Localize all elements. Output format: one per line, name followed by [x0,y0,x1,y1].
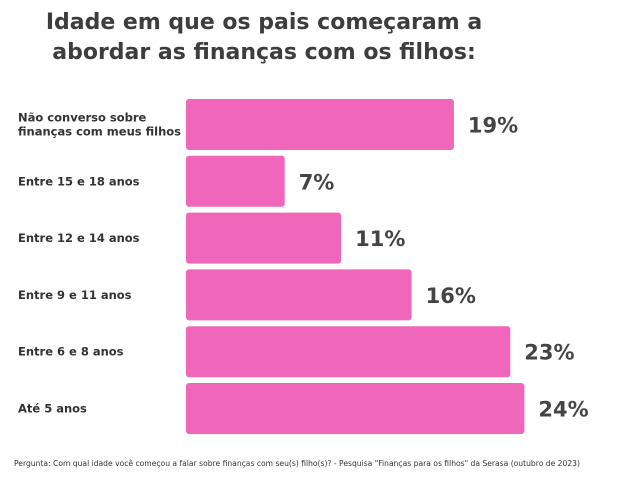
value-label-5: 24% [538,398,588,422]
bar-3 [186,269,412,321]
value-label-3: 16% [426,284,476,308]
category-label-1: Entre 15 e 18 anos [18,174,140,188]
chart-title: Idade em que os pais começaram a abordar… [0,8,528,68]
category-label-0-line-0: Não converso sobre [18,111,147,125]
footnote: Pergunta: Com qual idade você começou a … [14,459,580,468]
value-label-1: 7% [299,170,335,194]
category-label-1-line-0: Entre 15 e 18 anos [18,174,140,188]
category-label-0: Não converso sobre finanças com meus filh… [18,111,181,139]
bars-layer: Não converso sobre finanças com meus filh… [18,99,589,434]
bar-0 [186,99,454,150]
value-label-4: 23% [524,341,574,365]
category-label-2: Entre 12 e 14 anos [18,231,140,245]
value-label-0: 19% [468,114,518,138]
bar-5 [186,383,525,434]
category-label-4: Entre 6 e 8 anos [18,345,124,359]
category-label-5-line-0: Até 5 anos [18,402,87,416]
bar-2 [186,212,342,264]
bar-4 [186,326,511,378]
value-label-2: 11% [355,227,405,251]
category-label-2-line-0: Entre 12 e 14 anos [18,231,140,245]
category-label-4-line-0: Entre 6 e 8 anos [18,345,124,359]
category-label-3: Entre 9 e 11 anos [18,288,132,302]
chart-title-line-1: Idade em que os pais começaram a [45,10,483,35]
category-label-0-line-1: finanças com meus filhos [18,125,181,139]
bar-1 [186,155,285,207]
chart-title-line-2: abordar as finanças com os filhos: [52,40,476,65]
category-label-3-line-0: Entre 9 e 11 anos [18,288,132,302]
category-label-5: Até 5 anos [18,402,87,416]
